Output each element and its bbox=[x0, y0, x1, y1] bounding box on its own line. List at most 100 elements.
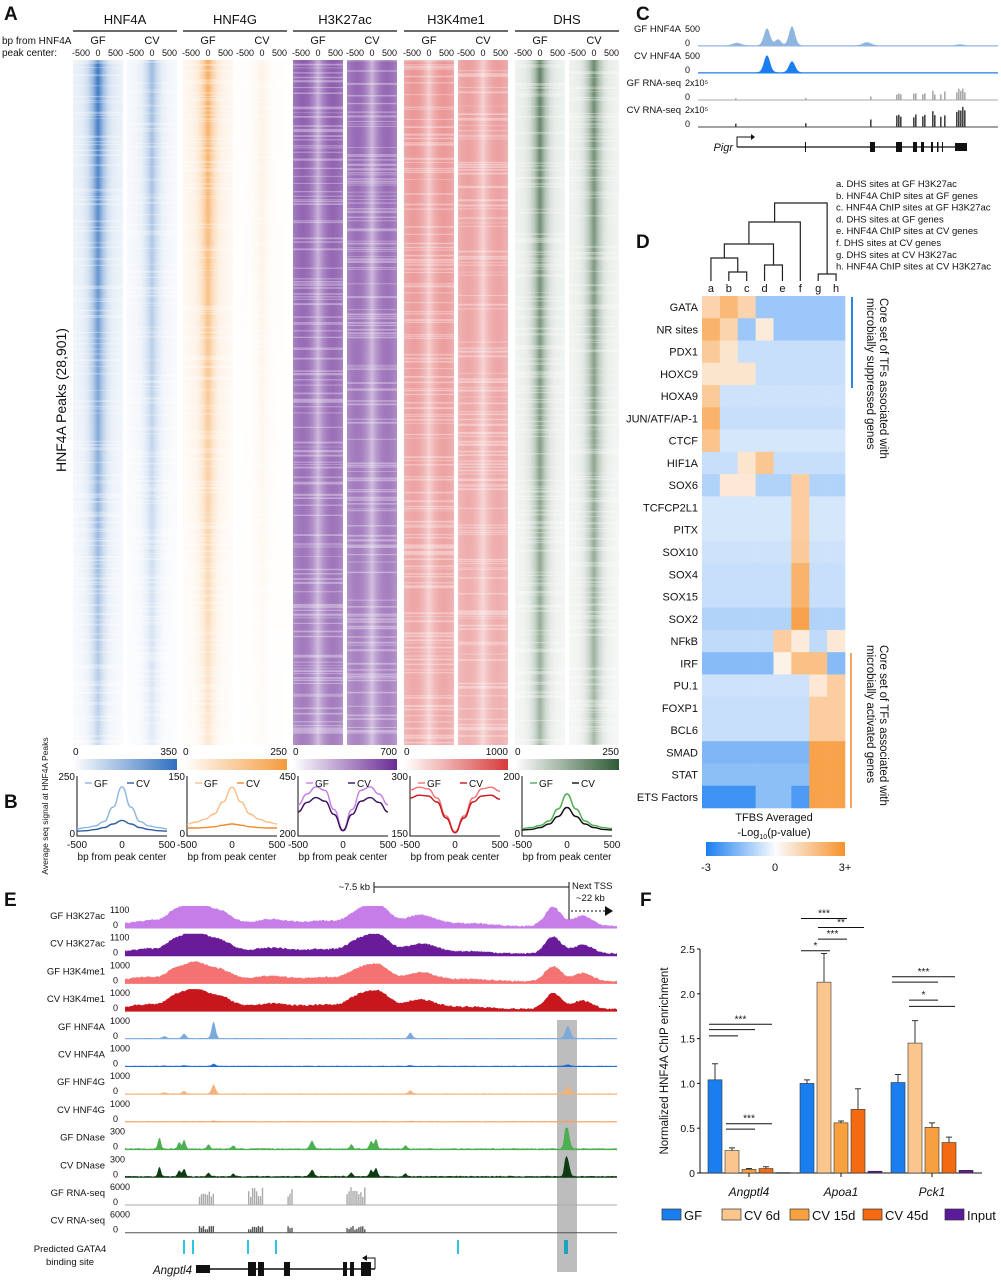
colorbar-min: 0 bbox=[404, 747, 410, 758]
tick-label: 500 bbox=[382, 48, 397, 58]
track-scale-zero: 0 bbox=[113, 1114, 118, 1124]
track-signal bbox=[735, 88, 966, 100]
x-tick-label: 500 bbox=[159, 840, 176, 851]
heatmap-cell bbox=[755, 407, 774, 430]
y-tick-label: 150 bbox=[168, 772, 185, 783]
error-bar bbox=[855, 1088, 861, 1110]
heatmap-cell bbox=[719, 741, 739, 764]
row-label: CTCF bbox=[669, 436, 699, 448]
gata-label: binding site bbox=[46, 1257, 94, 1268]
axes bbox=[186, 776, 277, 837]
significance-label: ** bbox=[837, 917, 845, 928]
track-scale-max: 2x10⁵ bbox=[685, 78, 709, 88]
heatmap-cell bbox=[773, 629, 792, 653]
x-tick-label: 0 bbox=[229, 840, 235, 851]
heatmap-cell bbox=[702, 296, 721, 319]
condition-label: GF bbox=[532, 35, 548, 47]
heatmap-row: PDX1 bbox=[669, 340, 846, 364]
heatmap-cell bbox=[827, 585, 846, 608]
track-signal bbox=[125, 933, 617, 956]
legend-swatch bbox=[661, 1208, 682, 1221]
heatmap-column bbox=[127, 60, 177, 745]
track-scale-max: 1000 bbox=[110, 960, 130, 970]
x-axis-label: bp from peak center bbox=[78, 852, 168, 863]
row-label: PITX bbox=[674, 525, 699, 537]
column-legend-item: d. DHS sites at GF genes bbox=[836, 214, 944, 225]
track-gf-hnf4g: GF HNF4G 1000 0 bbox=[57, 1071, 617, 1096]
heatmap-noise bbox=[347, 60, 397, 734]
row-label: GATA bbox=[670, 302, 699, 314]
heatmap-cell bbox=[755, 563, 774, 586]
colorbar-min: 0 bbox=[293, 747, 299, 758]
heatmap-cell bbox=[737, 696, 756, 720]
heatmap-cell bbox=[791, 696, 810, 720]
heatmap-fill bbox=[515, 60, 565, 745]
heatmap-cell bbox=[737, 474, 756, 497]
column-label: e bbox=[779, 283, 785, 295]
heatmap-cell bbox=[702, 652, 721, 675]
colorbar-max: 1000 bbox=[486, 747, 509, 758]
track-gf-rna-seq: GF RNA-seq 6000 0 bbox=[51, 1182, 617, 1207]
track-signal bbox=[198, 1187, 366, 1205]
row-label: SMAD bbox=[666, 747, 698, 759]
x-axis-label: bp from peak center bbox=[411, 852, 501, 863]
heatmap-column bbox=[458, 60, 508, 745]
track-scale-max: 1000 bbox=[110, 988, 130, 998]
heatmap-cell bbox=[827, 629, 846, 653]
axes bbox=[409, 776, 500, 837]
exon bbox=[350, 1262, 354, 1276]
heatmap-cell bbox=[827, 696, 846, 720]
heatmap-title: H3K27ac bbox=[318, 12, 372, 27]
track-label: GF H3K27ac bbox=[50, 911, 105, 922]
heatmap-cell bbox=[827, 362, 846, 386]
panel-label-b: B bbox=[4, 792, 18, 813]
heatmap-cell bbox=[809, 407, 828, 430]
track-signal bbox=[125, 1022, 617, 1039]
heatmap-cell bbox=[791, 674, 810, 697]
bar-input bbox=[958, 1170, 974, 1174]
heatmap-cell bbox=[791, 474, 810, 497]
row-label: PU.1 bbox=[674, 681, 698, 693]
tick-label: -500 bbox=[457, 48, 475, 58]
heatmap-row: HOXC9 bbox=[660, 362, 846, 386]
heatmap-cell bbox=[809, 451, 828, 475]
axes bbox=[521, 776, 612, 837]
heatmap-cell bbox=[737, 607, 756, 631]
heatmap-cell bbox=[702, 763, 721, 787]
heatmap-cell bbox=[719, 518, 739, 542]
heatmap-cell bbox=[719, 496, 739, 519]
heatmap-cell bbox=[719, 318, 739, 341]
row-label: ETS Factors bbox=[637, 792, 699, 804]
tick-label: -500 bbox=[346, 48, 364, 58]
heatmap-cell bbox=[755, 540, 774, 564]
y-tick-label: 1.0 bbox=[680, 1078, 695, 1090]
track-label: CV H3K4me1 bbox=[47, 994, 105, 1005]
heatmap-cell bbox=[827, 318, 846, 341]
track-label: CV HNF4A bbox=[58, 1050, 106, 1061]
heatmap-cell bbox=[773, 518, 792, 542]
significance-label: *** bbox=[818, 909, 830, 920]
heatmap-column bbox=[183, 60, 233, 745]
heatmap-cell bbox=[719, 563, 739, 586]
error-bar bbox=[929, 1122, 935, 1128]
heatmap-row: SOX15 bbox=[663, 585, 846, 608]
column-legend-item: e. HNF4A ChIP sites at CV genes bbox=[836, 226, 978, 237]
tick-label: 500 bbox=[272, 48, 287, 58]
series-line-gf bbox=[297, 786, 389, 831]
error-bar bbox=[946, 1136, 952, 1143]
row-label: JUN/ATF/AP-1 bbox=[626, 413, 698, 425]
series-line-cv bbox=[409, 794, 501, 834]
exon bbox=[248, 1262, 256, 1276]
heatmap-cell bbox=[791, 340, 810, 364]
heatmap-cell bbox=[702, 629, 721, 653]
row-label: IRF bbox=[680, 658, 698, 670]
heatmap-cell bbox=[755, 696, 774, 720]
x-tick-label: -500 bbox=[400, 840, 420, 851]
heatmap-cell bbox=[702, 407, 721, 430]
heatmap-cell bbox=[809, 674, 828, 697]
y-tick-label: 2.5 bbox=[680, 944, 695, 956]
track-cv-hnf4a: CV HNF4A 1000 0 bbox=[58, 1044, 617, 1069]
